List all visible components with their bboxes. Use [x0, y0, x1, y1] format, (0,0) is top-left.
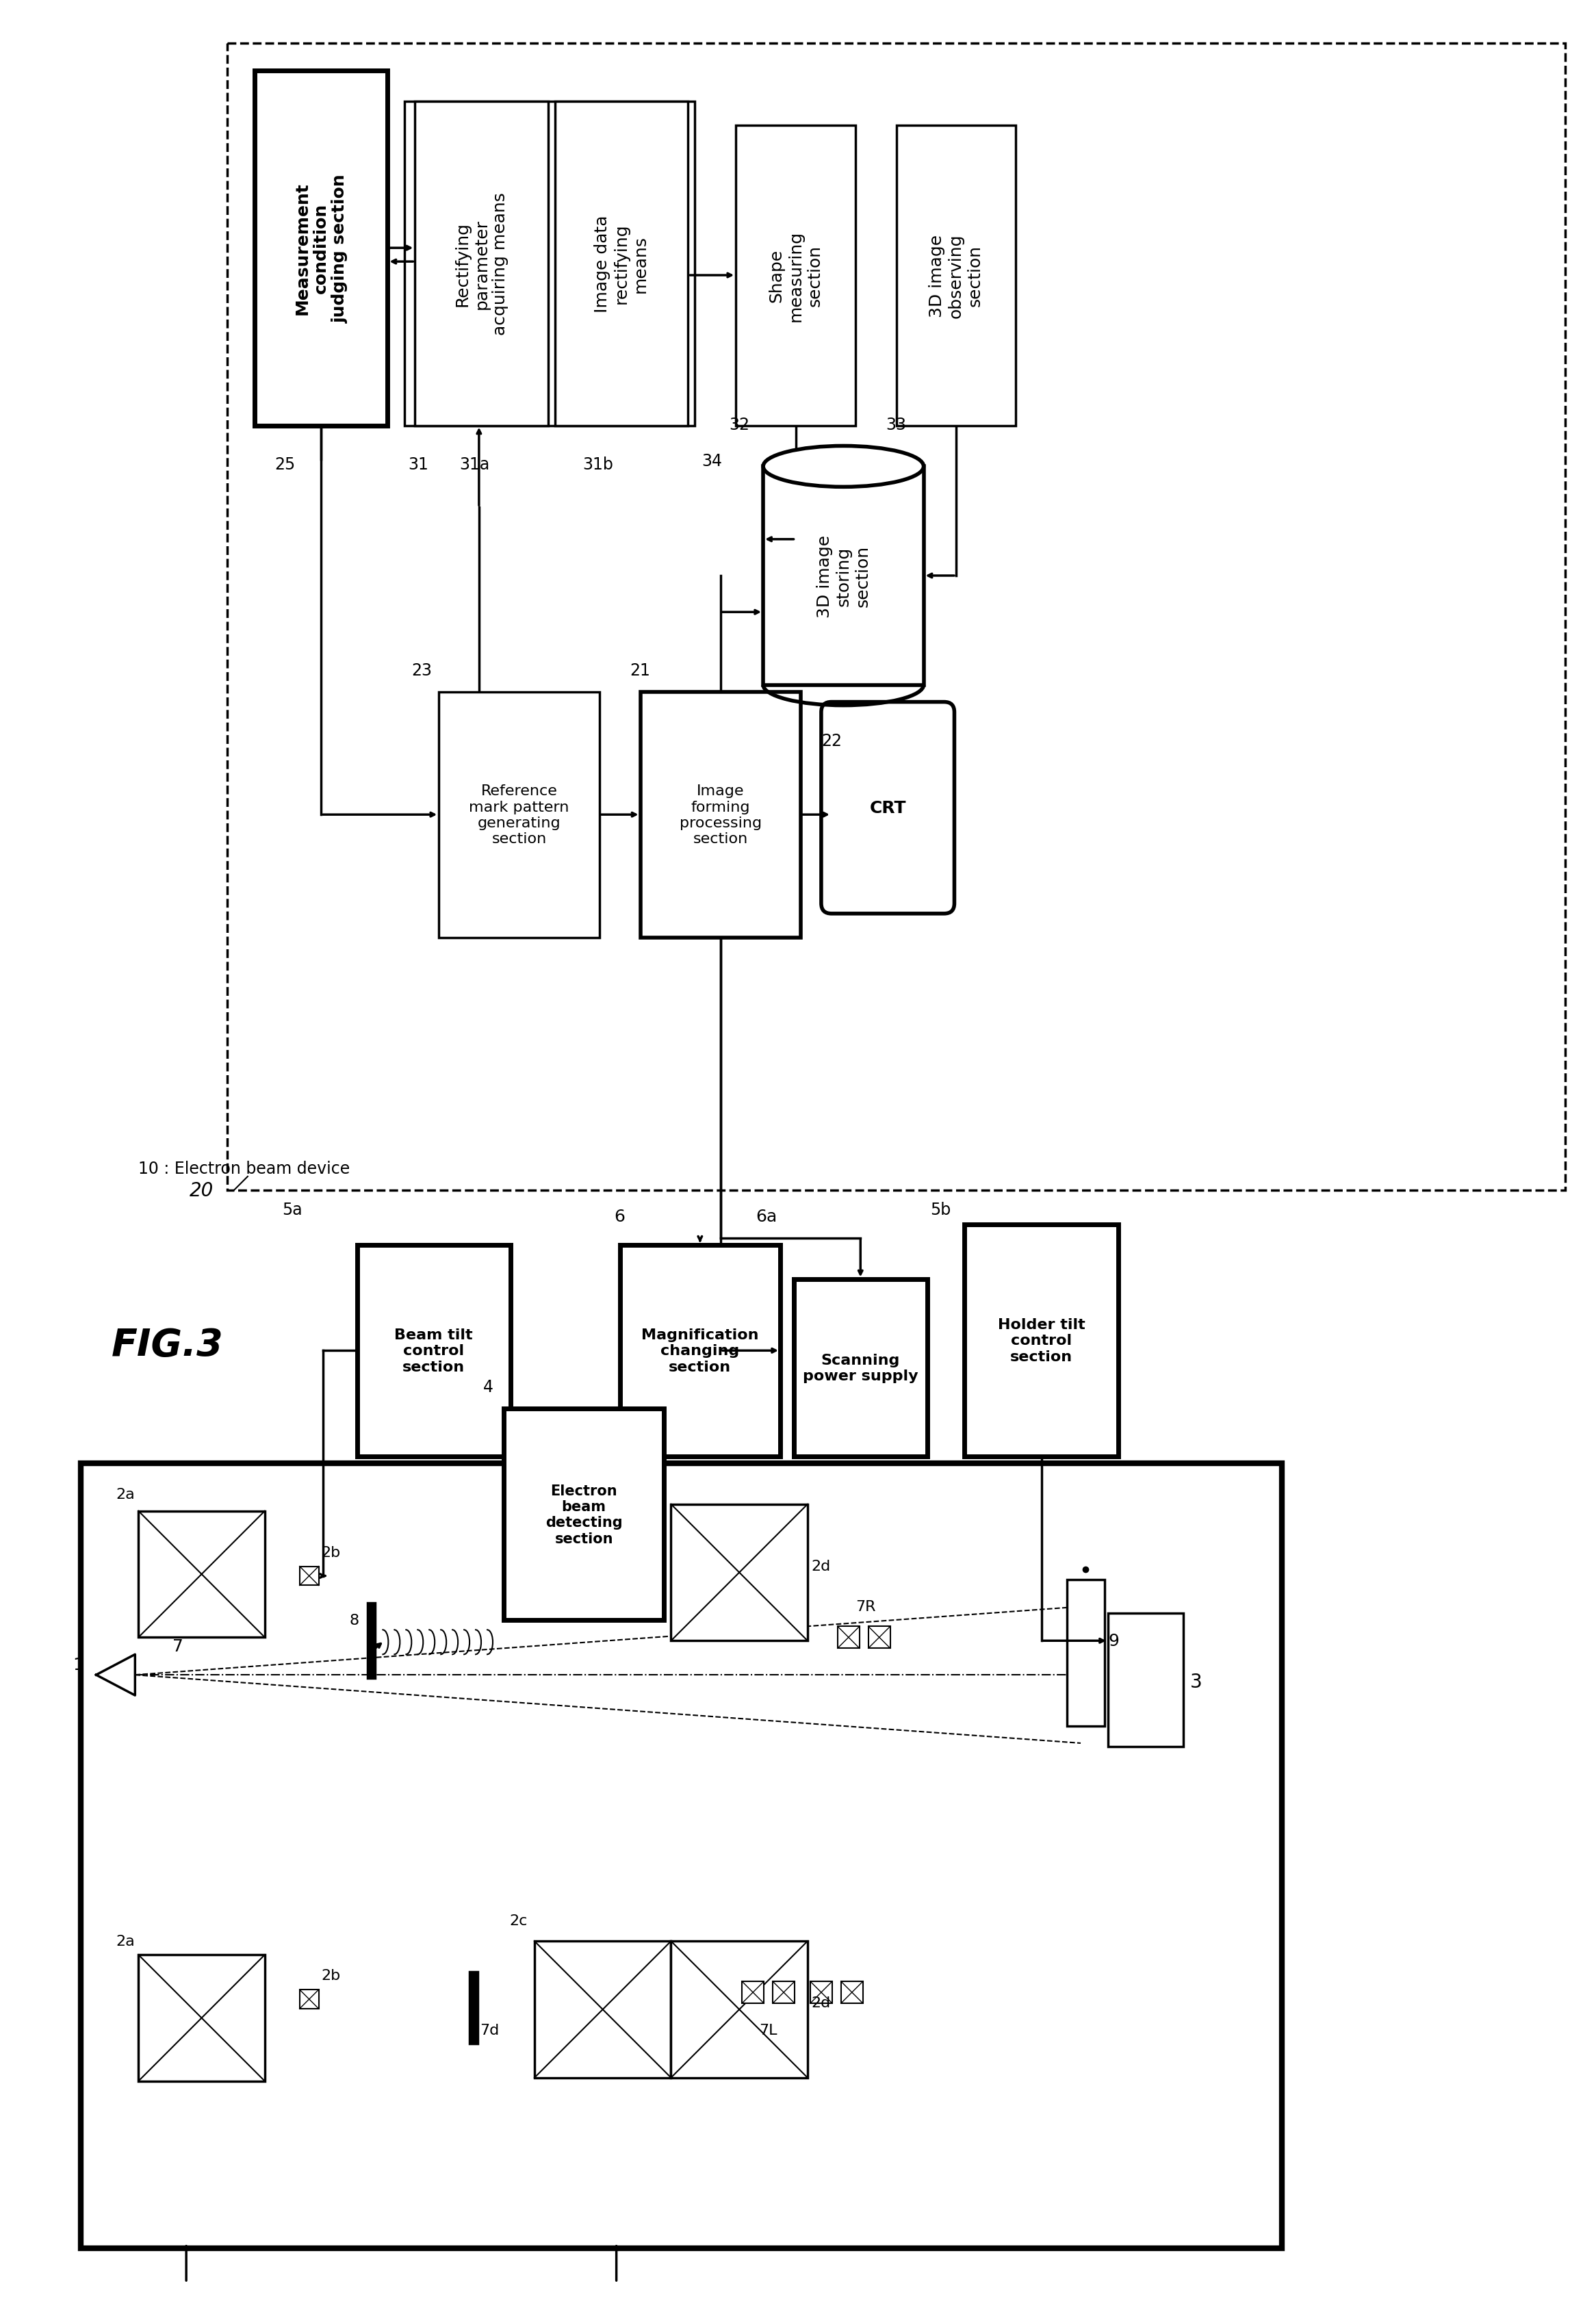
Text: 7L: 7L — [758, 2022, 777, 2036]
Bar — [367, 1603, 375, 1679]
Text: 23: 23 — [412, 661, 433, 679]
Ellipse shape — [763, 447, 924, 488]
Bar — [1068, 1580, 1104, 1727]
Text: 21: 21 — [630, 661, 651, 679]
Text: 2c: 2c — [509, 1914, 528, 1928]
Bar — [504, 1409, 664, 1621]
Text: 3: 3 — [1191, 1672, 1202, 1690]
Text: 2a: 2a — [117, 1935, 136, 1948]
Bar — [793, 1278, 927, 1455]
Bar — [736, 127, 855, 426]
Text: Beam tilt
control
section: Beam tilt control section — [394, 1329, 472, 1373]
Text: 6a: 6a — [757, 1209, 777, 1225]
Text: 7R: 7R — [855, 1601, 876, 1614]
Text: 5a: 5a — [282, 1202, 302, 1218]
Text: Magnification
changing
section: Magnification changing section — [642, 1329, 758, 1373]
Bar — [358, 1246, 511, 1455]
Text: 9: 9 — [1108, 1633, 1119, 1649]
Bar — [897, 127, 1015, 426]
FancyBboxPatch shape — [822, 702, 954, 914]
Bar — [439, 693, 600, 937]
Bar — [619, 1246, 780, 1455]
Bar — [405, 101, 694, 426]
Text: Image data
rectifying
means: Image data rectifying means — [594, 214, 648, 313]
Text: 2d: 2d — [811, 1559, 830, 1573]
Text: 5b: 5b — [930, 1202, 951, 1218]
Text: FIG.3: FIG.3 — [112, 1327, 223, 1363]
Text: Electron
beam
detecting
section: Electron beam detecting section — [546, 1483, 622, 1545]
Text: Image
forming
processing
section: Image forming processing section — [680, 785, 761, 845]
Bar — [670, 1504, 808, 1642]
Text: 3D image
storing
section: 3D image storing section — [816, 534, 871, 617]
Text: 22: 22 — [822, 732, 841, 748]
Bar — [838, 1626, 860, 1649]
Bar — [227, 44, 1566, 1191]
Bar — [254, 71, 388, 426]
Bar — [139, 1511, 265, 1637]
Bar — [139, 1955, 265, 2082]
Bar — [1108, 1614, 1183, 1746]
Text: 10 : Electron beam device: 10 : Electron beam device — [139, 1161, 350, 1177]
Bar — [469, 1971, 477, 2043]
Text: 6: 6 — [614, 1209, 626, 1225]
Text: 34: 34 — [702, 454, 723, 470]
Bar — [555, 101, 688, 426]
Text: 2b: 2b — [321, 1545, 342, 1559]
Bar — [964, 1225, 1119, 1455]
Bar — [772, 1981, 795, 2004]
Text: Scanning
power supply: Scanning power supply — [803, 1354, 918, 1382]
Bar — [868, 1626, 891, 1649]
Text: Reference
mark pattern
generating
section: Reference mark pattern generating sectio… — [469, 785, 570, 845]
Text: 2a: 2a — [117, 1488, 136, 1502]
Text: Measurement
condition
judging section: Measurement condition judging section — [294, 175, 348, 322]
Text: 31b: 31b — [583, 456, 613, 472]
Bar — [841, 1981, 863, 2004]
Bar — [535, 1941, 670, 2077]
Text: 2d: 2d — [811, 1997, 830, 2011]
Text: 25: 25 — [275, 456, 295, 472]
Text: 8: 8 — [350, 1614, 359, 1628]
Bar — [811, 1981, 832, 2004]
Text: Rectifying
parameter
acquiring means: Rectifying parameter acquiring means — [455, 193, 509, 336]
Text: 7: 7 — [172, 1637, 184, 1654]
Text: 1: 1 — [73, 1656, 85, 1672]
Bar — [670, 1941, 808, 2077]
Text: CRT: CRT — [870, 799, 907, 815]
Text: 33: 33 — [886, 417, 907, 433]
Bar — [300, 1990, 319, 2008]
Text: 2b: 2b — [321, 1969, 342, 1983]
Bar — [763, 468, 924, 686]
Bar — [415, 101, 547, 426]
Bar — [80, 1462, 1282, 2248]
Bar — [640, 693, 801, 937]
Text: 3D image
observing
section: 3D image observing section — [929, 233, 983, 318]
Text: 32: 32 — [729, 417, 750, 433]
Text: 20: 20 — [190, 1181, 214, 1200]
Text: 4: 4 — [484, 1379, 493, 1396]
Text: Holder tilt
control
section: Holder tilt control section — [998, 1317, 1085, 1363]
Bar — [300, 1566, 319, 1584]
Text: 31a: 31a — [460, 456, 490, 472]
Text: 31: 31 — [409, 456, 429, 472]
Bar — [742, 1981, 764, 2004]
Text: Shape
measuring
section: Shape measuring section — [768, 230, 824, 322]
Text: 7d: 7d — [480, 2022, 500, 2036]
